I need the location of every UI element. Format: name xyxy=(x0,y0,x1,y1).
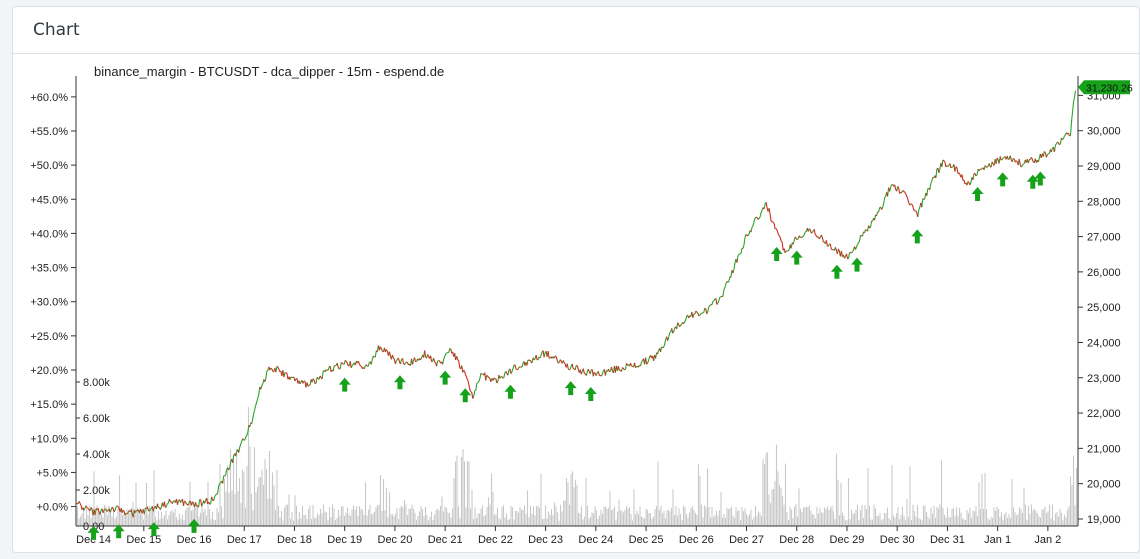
chart-card: Chart Dec 14 Dec 15 Dec 16 Dec 17 Dec 18 Dec … xyxy=(12,6,1140,553)
volume-tick-label: 6.00k xyxy=(83,413,110,425)
percent-tick-label: +60.0% xyxy=(30,92,68,104)
percent-tick-label: +30.0% xyxy=(30,297,68,309)
percent-tick-label: +0.0% xyxy=(37,502,69,514)
x-tick-label: Dec 24 xyxy=(578,534,613,546)
buy-arrow-icon xyxy=(996,172,1009,187)
last-price-label: 31,230.26 xyxy=(1086,82,1133,94)
x-tick-label: Dec 31 xyxy=(930,534,965,546)
x-tick-label: Dec 15 xyxy=(126,534,161,546)
price-tick-label: 29,000 xyxy=(1087,161,1121,173)
chart-axes: Dec 14 Dec 15 Dec 16 Dec 17 Dec 18 Dec 19 Dec … xyxy=(30,76,1133,546)
price-tick-label: 23,000 xyxy=(1087,373,1121,385)
buy-arrow-icon xyxy=(790,250,803,265)
percent-tick-label: +45.0% xyxy=(30,194,68,206)
percent-tick-label: +25.0% xyxy=(30,331,68,343)
x-tick-label: Dec 18 xyxy=(277,534,312,546)
x-tick-label: Dec 19 xyxy=(327,534,362,546)
buy-arrow-icon xyxy=(971,187,984,202)
price-chart[interactable]: Dec 14 Dec 15 Dec 16 Dec 17 Dec 18 Dec 19 Dec … xyxy=(13,54,1139,552)
percent-tick-label: +50.0% xyxy=(30,160,68,172)
x-tick-label: Dec 27 xyxy=(729,534,764,546)
buy-arrow-icon xyxy=(188,518,201,533)
price-tick-label: 26,000 xyxy=(1087,267,1121,279)
x-tick-label: Dec 20 xyxy=(378,534,413,546)
buy-arrow-icon xyxy=(459,388,472,403)
x-tick-label: Dec 23 xyxy=(528,534,563,546)
buy-arrow-icon xyxy=(147,522,160,537)
price-tick-label: 22,000 xyxy=(1087,408,1121,420)
buy-arrow-icon xyxy=(504,384,517,399)
volume-tick-label: 2.00k xyxy=(83,485,110,497)
price-tick-label: 21,000 xyxy=(1087,443,1121,455)
buy-arrow-icon xyxy=(564,381,577,396)
buy-arrow-icon xyxy=(112,524,125,539)
x-tick-label: Dec 28 xyxy=(779,534,814,546)
card-title: Chart xyxy=(33,20,80,40)
price-tick-label: 30,000 xyxy=(1087,126,1121,138)
x-tick-label: Dec 26 xyxy=(679,534,714,546)
x-tick-label: Jan 1 xyxy=(984,534,1011,546)
price-up-segments xyxy=(77,90,1077,518)
x-tick-label: Dec 14 xyxy=(76,534,111,546)
buy-arrow-icon xyxy=(911,229,924,244)
buy-arrow-icon xyxy=(393,375,406,390)
buy-arrow-icon xyxy=(851,257,864,272)
x-tick-label: Dec 25 xyxy=(629,534,664,546)
last-price-badge xyxy=(1078,80,1130,95)
price-down-segments xyxy=(75,132,1071,518)
price-tick-label: 24,000 xyxy=(1087,337,1121,349)
buy-arrow-icon xyxy=(439,370,452,385)
price-tick-label: 28,000 xyxy=(1087,196,1121,208)
card-header: Chart xyxy=(13,7,1139,54)
x-tick-label: Dec 30 xyxy=(880,534,915,546)
price-tick-label: 20,000 xyxy=(1087,479,1121,491)
percent-tick-label: +10.0% xyxy=(30,433,68,445)
percent-tick-label: +35.0% xyxy=(30,263,68,275)
price-tick-label: 25,000 xyxy=(1087,302,1121,314)
buy-arrow-icon xyxy=(338,377,351,392)
percent-tick-label: +15.0% xyxy=(30,399,68,411)
buy-arrow-icon xyxy=(584,387,597,402)
x-tick-label: Dec 17 xyxy=(227,534,262,546)
x-tick-label: Dec 16 xyxy=(177,534,212,546)
x-tick-label: Dec 22 xyxy=(478,534,513,546)
volume-tick-label: 4.00k xyxy=(83,449,110,461)
percent-tick-label: +5.0% xyxy=(37,467,69,479)
volume-bars-path xyxy=(75,407,1078,526)
percent-tick-label: +40.0% xyxy=(30,228,68,240)
buy-arrow-icon xyxy=(770,247,783,262)
entry-markers xyxy=(87,171,1047,540)
price-series xyxy=(75,90,1077,518)
buy-arrow-icon xyxy=(1034,171,1047,186)
price-tick-label: 27,000 xyxy=(1087,232,1121,244)
buy-arrow-icon xyxy=(87,525,100,540)
percent-tick-label: +55.0% xyxy=(30,126,68,138)
chart-title: binance_margin - BTCUSDT - dca_dipper - … xyxy=(94,64,444,79)
price-tick-label: 19,000 xyxy=(1087,514,1121,526)
x-tick-label: Dec 29 xyxy=(830,534,865,546)
volume-bars xyxy=(75,407,1078,526)
percent-tick-label: +20.0% xyxy=(30,365,68,377)
buy-arrow-icon xyxy=(1026,174,1039,189)
volume-tick-label: 8.00k xyxy=(83,377,110,389)
buy-arrow-icon xyxy=(830,264,843,279)
x-tick-label: Jan 2 xyxy=(1034,534,1061,546)
x-tick-label: Dec 21 xyxy=(428,534,463,546)
